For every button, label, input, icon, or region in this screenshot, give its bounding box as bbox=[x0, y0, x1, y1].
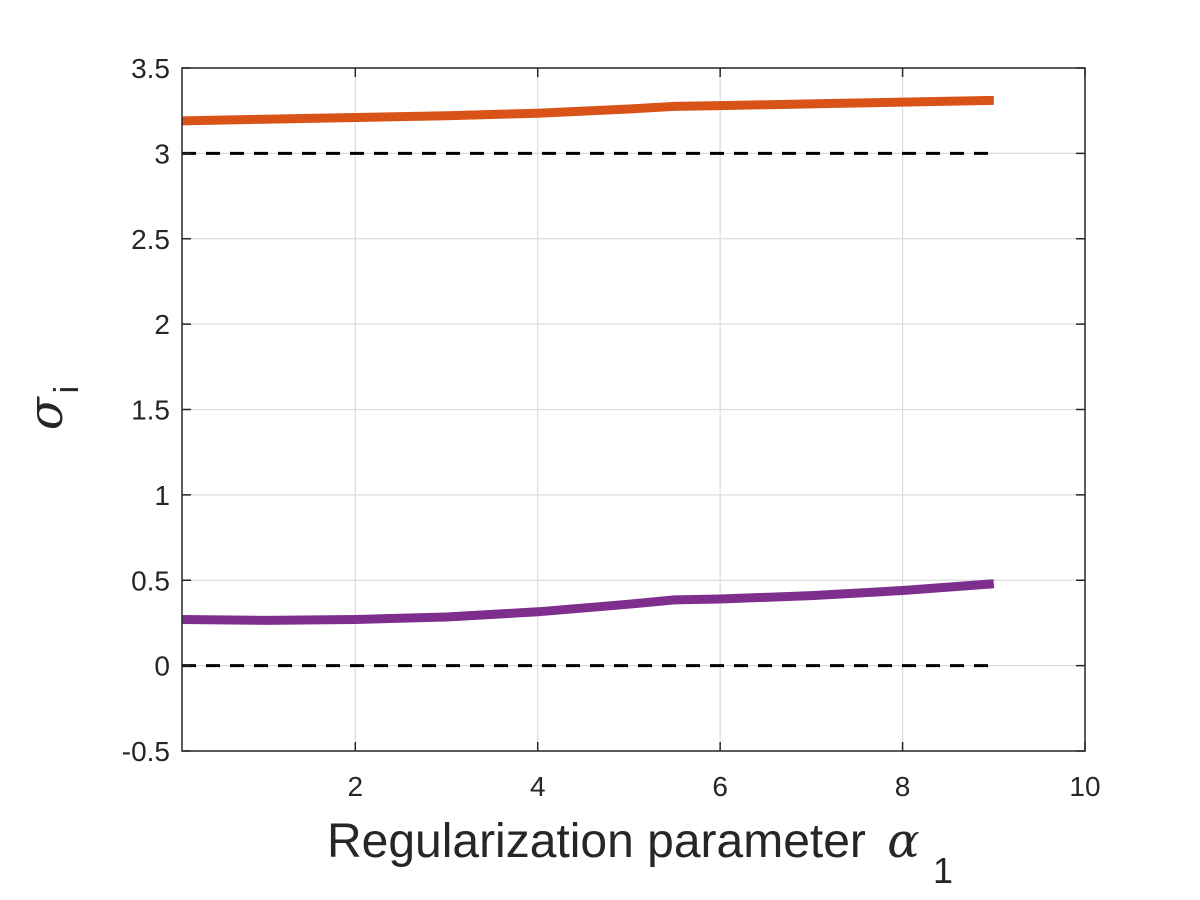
y-tick-label: 0.5 bbox=[131, 565, 170, 596]
x-axis-label: Regularization parameter α 1 bbox=[327, 813, 953, 891]
x-tick-label: 10 bbox=[1069, 771, 1100, 802]
x-tick-label: 2 bbox=[348, 771, 364, 802]
y-axis-label: σ i bbox=[18, 386, 86, 430]
y-tick-label: 1 bbox=[154, 480, 170, 511]
y-tick-label: 2.5 bbox=[131, 224, 170, 255]
svg-text:σ i: σ i bbox=[18, 386, 86, 430]
x-tick-labels: 2 4 6 8 10 bbox=[348, 771, 1101, 802]
tick-marks bbox=[182, 67, 1086, 752]
y-tick-label: -0.5 bbox=[122, 736, 170, 767]
y-tick-label: 2 bbox=[154, 309, 170, 340]
y-axis-label-subscript: i bbox=[48, 386, 86, 394]
series-line-2 bbox=[181, 579, 995, 625]
y-tick-label: 1.5 bbox=[131, 395, 170, 426]
grid bbox=[182, 67, 1086, 752]
x-axis-label-text: Regularization parameter bbox=[327, 815, 866, 868]
x-tick-label: 4 bbox=[530, 771, 546, 802]
x-axis-label-subscript: 1 bbox=[933, 850, 953, 891]
x-tick-label: 8 bbox=[895, 771, 911, 802]
y-tick-label: 3 bbox=[154, 138, 170, 169]
y-axis-label-symbol: σ bbox=[18, 396, 74, 430]
x-tick-label: 6 bbox=[712, 771, 728, 802]
series-line-1 bbox=[181, 95, 994, 126]
series-group bbox=[181, 95, 995, 625]
y-tick-label: 3.5 bbox=[131, 53, 170, 84]
x-axis-label-symbol: α bbox=[887, 813, 919, 869]
reference-lines bbox=[182, 151, 994, 668]
y-tick-label: 0 bbox=[154, 651, 170, 682]
y-tick-labels: -0.5 0 0.5 1 1.5 2 2.5 3 3.5 bbox=[122, 53, 170, 767]
